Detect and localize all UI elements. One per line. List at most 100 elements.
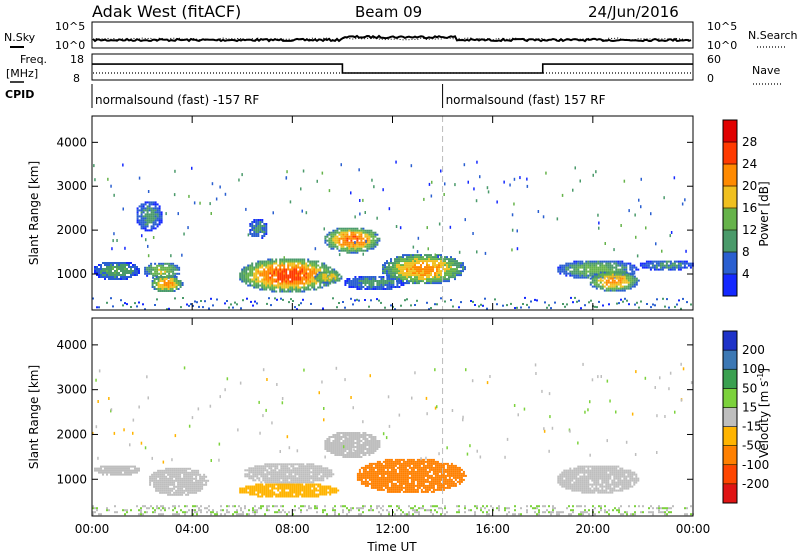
power-cell	[311, 278, 314, 281]
velocity-cell	[372, 446, 375, 448]
power-cell	[132, 274, 134, 276]
velocity-cell	[334, 440, 337, 442]
velocity-cell	[289, 495, 292, 498]
velocity-cell	[325, 491, 328, 494]
power-cell	[356, 245, 359, 248]
velocity-cell	[299, 493, 302, 496]
velocity-cell	[332, 473, 335, 476]
power-cell	[311, 270, 314, 273]
power-cell	[356, 227, 359, 230]
power-cell	[299, 290, 302, 293]
power-cell	[611, 279, 614, 282]
power-cell	[160, 262, 163, 265]
power-cell	[617, 260, 620, 263]
power-cell	[438, 274, 440, 277]
power-cell	[627, 277, 630, 280]
velocity-cell	[436, 460, 439, 463]
power-cell	[305, 280, 308, 283]
power-cell	[591, 268, 594, 271]
power-cell	[179, 280, 182, 282]
power-cell	[138, 209, 141, 212]
power-cell	[156, 272, 159, 275]
velocity-cell	[277, 493, 280, 496]
power-cell	[313, 270, 316, 273]
velocity-cell	[187, 471, 190, 474]
power-cell	[641, 264, 644, 267]
velocity-cell	[114, 467, 116, 470]
power-cell	[271, 278, 274, 281]
power-cell	[390, 260, 392, 263]
velocity-cell	[187, 487, 190, 490]
power-cell	[108, 276, 110, 278]
velocity-cell	[412, 486, 415, 489]
velocity-cell	[128, 467, 130, 470]
power-cell	[408, 256, 410, 259]
velocity-cell	[321, 485, 324, 488]
velocity-cell	[410, 466, 413, 469]
velocity-cell	[169, 483, 172, 486]
power-cell	[120, 299, 122, 302]
power-cell	[597, 260, 600, 263]
velocity-cell	[161, 469, 164, 472]
velocity-cell	[308, 465, 311, 468]
velocity-cell	[348, 436, 351, 438]
velocity-cell	[368, 454, 371, 456]
power-cell	[183, 232, 185, 236]
power-cell	[599, 268, 602, 271]
power-cell	[548, 304, 550, 307]
power-cell	[581, 272, 584, 275]
power-cell	[670, 231, 673, 234]
power-cell	[394, 266, 396, 269]
power-cell	[152, 272, 155, 275]
power-cell	[142, 203, 145, 206]
velocity-cell	[340, 448, 343, 450]
power-cell	[322, 279, 325, 282]
power-cell	[156, 270, 159, 273]
nave-tick-bottom: 0	[707, 72, 714, 85]
power-cell	[368, 233, 371, 236]
power-cell	[418, 278, 420, 281]
power-cell	[661, 260, 664, 263]
velocity-cell	[326, 438, 329, 440]
power-cell	[374, 288, 377, 290]
velocity-cell	[163, 487, 166, 490]
velocity-cell	[255, 483, 258, 486]
velocity-cell	[317, 489, 320, 492]
power-cell	[276, 298, 278, 301]
velocity-cell	[181, 481, 184, 484]
power-cell	[287, 276, 290, 279]
power-cell	[100, 270, 102, 272]
power-cell	[410, 276, 412, 279]
velocity-cell	[374, 482, 377, 485]
velocity-cell	[126, 465, 128, 468]
power-cell	[334, 239, 337, 242]
velocity-cell	[284, 463, 287, 466]
power-cell	[661, 262, 664, 265]
power-cell	[328, 271, 331, 274]
power-cell	[609, 273, 612, 276]
velocity-cell	[189, 491, 192, 494]
velocity-cell	[274, 477, 277, 480]
velocity-cell	[344, 450, 347, 452]
power-cell	[456, 272, 458, 275]
velocity-cell	[378, 466, 381, 469]
power-cell	[452, 274, 454, 277]
velocity-cell	[256, 475, 259, 478]
power-cell	[118, 268, 120, 270]
velocity-cell	[177, 473, 180, 476]
power-cell	[452, 272, 454, 275]
power-cell	[436, 270, 438, 273]
power-cell	[436, 254, 438, 257]
power-cell	[623, 266, 626, 269]
velocity-cell	[165, 475, 168, 478]
power-cell	[621, 268, 624, 271]
power-cell	[434, 303, 436, 306]
power-cell	[368, 239, 371, 242]
velocity-cell	[199, 481, 202, 484]
power-cell	[368, 241, 371, 244]
power-cell	[142, 227, 145, 230]
power-cell	[366, 235, 369, 238]
power-cell	[297, 280, 300, 283]
velocity-cell	[408, 476, 411, 479]
power-cell	[623, 262, 626, 265]
